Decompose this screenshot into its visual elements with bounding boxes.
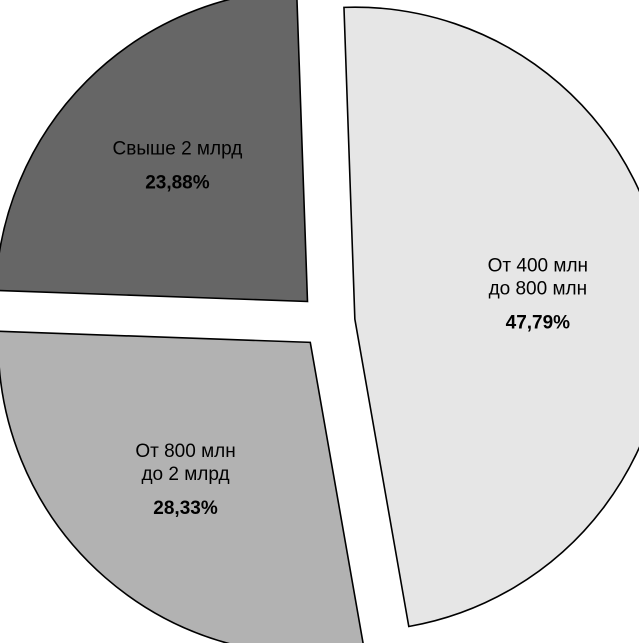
pie-slice-1 [0,330,364,643]
slice-label-2-line-0: Свыше 2 млрд [113,138,243,159]
slice-label-1-line-0: От 800 млн [135,441,235,462]
pie-slice-0 [343,6,639,628]
slice-label-0-line-1: до 800 млн [489,279,588,300]
slice-value-2: 23,88% [145,172,210,193]
pie-slice-2 [0,0,309,303]
slice-value-1: 28,33% [153,498,218,519]
slice-label-0-line-0: От 400 млн [488,256,588,277]
slice-label-1-line-1: до 2 млрд [141,464,229,485]
slice-value-0: 47,79% [506,313,571,334]
